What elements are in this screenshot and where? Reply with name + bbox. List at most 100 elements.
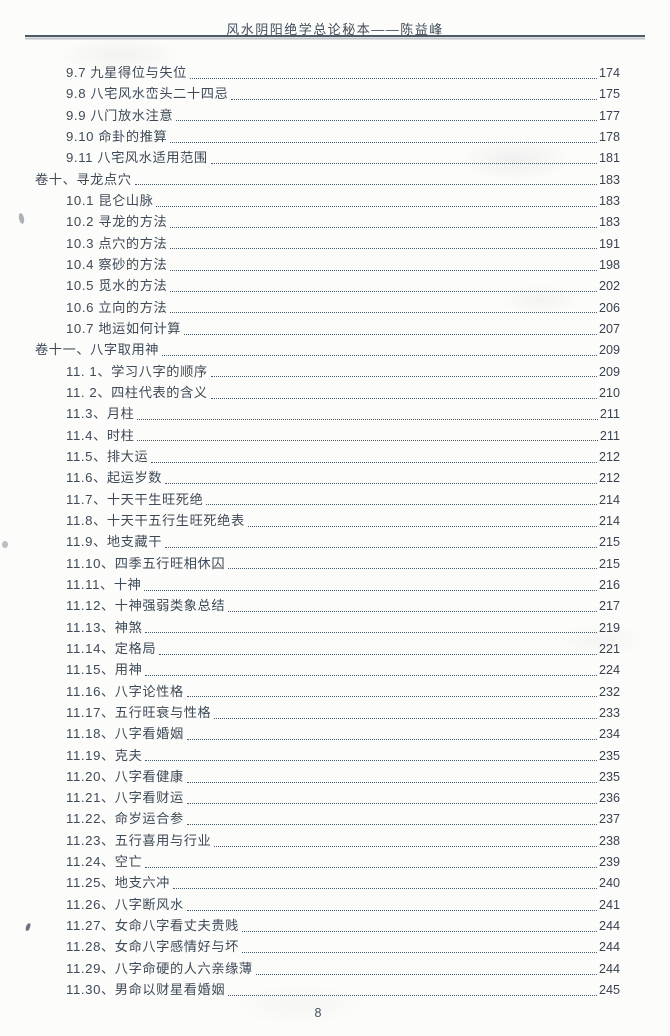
dot-leader	[255, 973, 597, 975]
toc-entry-page: 237	[598, 812, 620, 827]
toc-entry-page: 183	[598, 215, 620, 230]
toc-entry-label: 10.7 地运如何计算	[66, 320, 182, 336]
toc-entry: 11.18、八字看婚姻 234	[0, 723, 620, 744]
toc-entry-page: 207	[598, 321, 620, 336]
toc-entry: 11.17、五行旺衰与性格 233	[0, 702, 620, 723]
toc-entry-page: 211	[599, 407, 620, 422]
toc-entry: 11.28、女命八字感情好与坏 244	[0, 936, 620, 957]
toc-entry-label: 11.25、地支六冲	[66, 875, 170, 891]
toc-entry: 11.21、八字看财运 236	[0, 787, 620, 808]
toc-entry: 11.9、地支藏干 215	[0, 531, 620, 552]
toc-entry-label: 10.1 昆仑山脉	[66, 192, 154, 208]
dot-leader	[228, 611, 597, 613]
toc-entry: 11.12、十神强弱类象总结 217	[0, 595, 620, 616]
toc-entry-page: 232	[598, 684, 620, 699]
dot-leader	[186, 696, 597, 698]
dot-leader	[186, 909, 597, 911]
toc-entry-page: 206	[598, 300, 620, 315]
toc-entry-page: 239	[598, 855, 620, 870]
toc-entry: 11.26、八字断风水 241	[0, 894, 620, 915]
toc-entry-page: 244	[598, 961, 620, 976]
toc-entry-page: 235	[598, 769, 620, 784]
toc-entry: 11.25、地支六冲 240	[0, 872, 620, 893]
toc-entry-page: 209	[598, 343, 620, 358]
toc-entry-page: 210	[598, 385, 620, 400]
toc-entry: 9.11 八宅风水适用范围 181	[0, 147, 620, 168]
toc-entry-label: 11.12、十神强弱类象总结	[66, 598, 226, 614]
dot-leader	[228, 568, 597, 570]
toc-entry: 卷十、寻龙点穴 183	[0, 169, 620, 190]
header-rule	[25, 35, 645, 37]
dot-leader	[186, 739, 597, 740]
toc-entry-page: 215	[598, 556, 620, 571]
dot-leader	[170, 141, 597, 143]
toc-entry-label: 11.8、十天干五行生旺死绝表	[66, 512, 245, 528]
toc-entry-label: 卷十一、八字取用神	[35, 342, 160, 358]
toc-entry: 10.4 察砂的方法 198	[0, 254, 620, 275]
toc-entry-page: 181	[598, 151, 620, 166]
toc-entry: 9.7 九星得位与失位 174	[0, 62, 620, 83]
toc-entry: 10.7 地运如何计算 207	[0, 318, 620, 339]
toc-entry-page: 175	[598, 87, 620, 102]
toc-entry: 9.9 八门放水注意 177	[0, 105, 620, 126]
dot-leader	[210, 376, 597, 378]
toc-entry: 10.5 觅水的方法 202	[0, 275, 620, 296]
toc-entry-page: 244	[598, 919, 620, 934]
toc-entry-page: 236	[598, 791, 620, 806]
toc-entry-page: 174	[598, 66, 620, 80]
toc-entry-label: 11.26、八字断风水	[66, 896, 184, 912]
toc-entry-label: 11.21、八字看财运	[66, 790, 184, 806]
toc-entry-label: 9.8 八宅风水峦头二十四忌	[66, 86, 229, 102]
toc-entry-label: 11.22、命岁运合参	[66, 811, 184, 827]
toc-entry: 11.14、定格局 221	[0, 638, 620, 659]
toc-entry: 11.20、八字看健康 235	[0, 766, 620, 787]
toc-entry: 11.23、五行喜用与行业 238	[0, 830, 620, 851]
dot-leader	[186, 781, 597, 783]
toc-entry-label: 11.30、男命以财星看婚姻	[66, 982, 226, 998]
dot-leader	[186, 824, 597, 826]
toc-entry-page: 212	[598, 449, 620, 464]
toc-entry-page: 209	[598, 364, 620, 379]
dot-leader	[145, 866, 597, 868]
toc-entry-page: 224	[598, 663, 620, 678]
toc-entry: 11.10、四季五行旺相休囚 215	[0, 553, 620, 574]
dot-leader	[184, 333, 597, 335]
toc-entry-page: 244	[598, 940, 620, 955]
toc-entry-label: 11.4、时柱	[66, 427, 135, 443]
toc-entry-label: 9.7 九星得位与失位	[66, 65, 187, 80]
dot-leader	[145, 675, 597, 677]
toc-entry: 11.4、时柱 211	[0, 425, 620, 446]
toc-entry-page: 217	[598, 599, 620, 614]
dot-leader	[172, 888, 597, 890]
toc-list: 9.7 九星得位与失位 174 9.8 八宅风水峦头二十四忌 175 9.9 八…	[0, 62, 620, 1000]
toc-entry-page: 221	[598, 641, 620, 656]
toc-entry-page: 219	[598, 620, 620, 635]
toc-entry-label: 11.10、四季五行旺相休囚	[66, 555, 226, 571]
toc-entry-page: 211	[599, 428, 620, 443]
toc-entry: 11.6、起运岁数 212	[0, 467, 620, 488]
footer-page-number: 8	[314, 1006, 322, 1020]
toc-entry-page: 183	[598, 172, 620, 187]
dot-leader	[170, 291, 597, 293]
toc-entry: 10.1 昆仑山脉 183	[0, 190, 620, 211]
dot-leader	[214, 717, 597, 719]
toc-entry-label: 11. 2、四柱代表的含义	[66, 384, 208, 400]
toc-entry-page: 191	[598, 236, 620, 251]
toc-entry-label: 11.11、十神	[66, 576, 142, 592]
toc-entry-label: 11.3、月柱	[66, 406, 135, 422]
toc-entry-label: 11.17、五行旺衰与性格	[66, 704, 212, 720]
dot-leader	[186, 802, 597, 804]
dot-leader	[170, 312, 597, 314]
toc-entry-label: 11.16、八字论性格	[66, 683, 184, 699]
dot-leader	[144, 589, 597, 591]
toc-entry-label: 9.10 命卦的推算	[66, 128, 168, 144]
dot-leader	[145, 632, 597, 634]
toc-entry-label: 10.3 点穴的方法	[66, 235, 168, 251]
dot-leader	[156, 205, 597, 207]
toc-entry-page: 233	[598, 705, 620, 720]
toc-entry: 11.3、月柱 211	[0, 403, 620, 424]
toc-entry-label: 11.9、地支藏干	[66, 534, 163, 550]
toc-entry-label: 11.18、八字看婚姻	[66, 726, 184, 742]
toc-entry-page: 238	[598, 833, 620, 848]
